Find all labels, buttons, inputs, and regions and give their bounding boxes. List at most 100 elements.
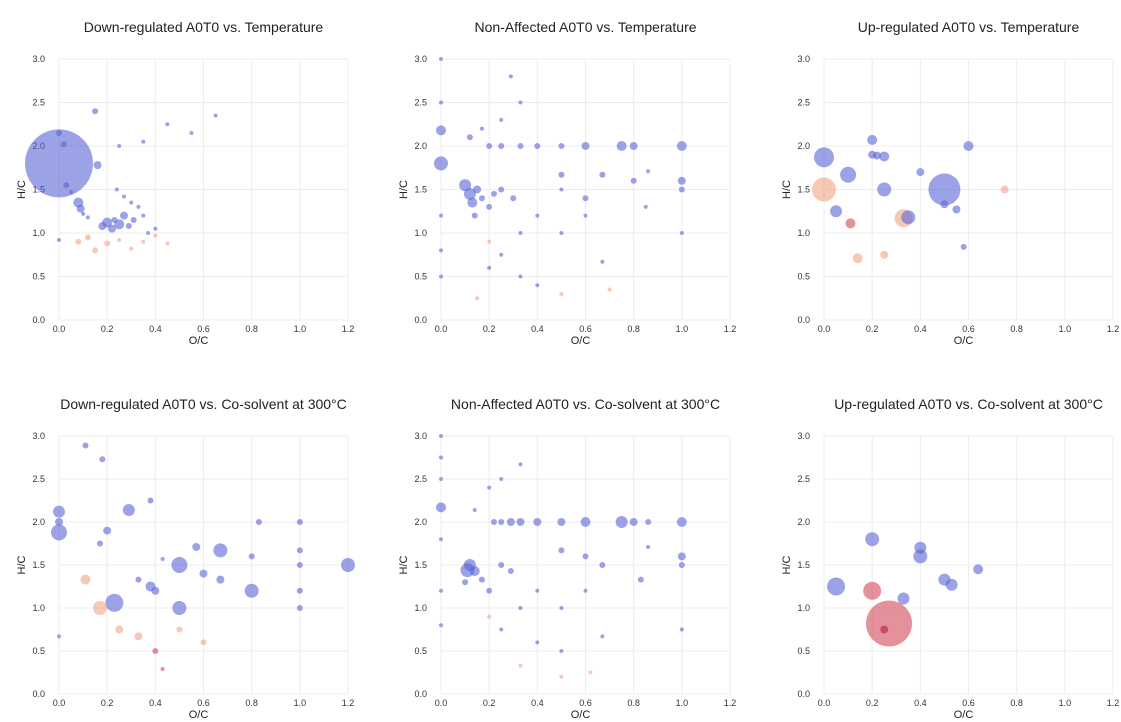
data-point bbox=[600, 259, 605, 264]
data-point bbox=[510, 195, 517, 202]
data-point bbox=[877, 182, 892, 197]
data-point bbox=[80, 574, 91, 585]
data-point bbox=[533, 518, 542, 526]
data-point bbox=[129, 200, 134, 205]
data-point bbox=[466, 134, 473, 141]
data-point bbox=[559, 674, 564, 679]
data-point bbox=[535, 213, 540, 218]
data-point bbox=[487, 614, 492, 619]
data-point bbox=[952, 205, 961, 214]
y-axis-label: H/C bbox=[398, 555, 410, 574]
data-point bbox=[69, 190, 74, 195]
x-tick-label: 1.0 bbox=[1059, 698, 1072, 708]
data-point bbox=[535, 283, 540, 288]
x-tick-label: 0.6 bbox=[962, 324, 975, 334]
y-tick-label: 0.0 bbox=[32, 689, 45, 699]
scatter-panel-1: Down-regulated A0T0 vs. Temperature 0.0 0.… bbox=[16, 19, 354, 347]
data-point bbox=[82, 442, 89, 449]
y-tick-label: 1.0 bbox=[32, 603, 45, 613]
data-point bbox=[629, 518, 638, 526]
x-tick-label: 0.8 bbox=[245, 698, 258, 708]
data-point bbox=[213, 543, 228, 558]
data-point bbox=[516, 518, 525, 526]
x-tick-label: 0.4 bbox=[914, 324, 927, 334]
y-axis-label: H/C bbox=[398, 180, 410, 199]
data-point bbox=[160, 667, 165, 672]
data-point bbox=[63, 182, 70, 189]
data-point bbox=[439, 248, 443, 253]
y-tick-label: 1.0 bbox=[797, 603, 810, 613]
y-tick-label: 3.0 bbox=[32, 431, 45, 441]
x-tick-label: 0.4 bbox=[531, 324, 544, 334]
data-point bbox=[490, 190, 497, 197]
y-tick-label: 1.0 bbox=[414, 228, 427, 238]
x-tick-label: 1.2 bbox=[342, 698, 355, 708]
data-point bbox=[827, 577, 846, 596]
data-point bbox=[57, 634, 61, 639]
data-point bbox=[434, 156, 448, 171]
x-tick-label: 0.2 bbox=[483, 324, 496, 334]
y-tick-label: 0.5 bbox=[32, 272, 45, 282]
y-tick-label: 3.0 bbox=[414, 54, 427, 64]
data-point bbox=[439, 477, 443, 481]
data-point bbox=[518, 274, 523, 279]
data-point bbox=[580, 517, 591, 527]
data-point bbox=[867, 134, 878, 145]
data-point bbox=[255, 519, 262, 525]
x-tick-label: 1.2 bbox=[1107, 324, 1120, 334]
data-point bbox=[559, 187, 564, 192]
y-tick-label: 0.0 bbox=[414, 689, 427, 699]
data-point bbox=[81, 211, 86, 216]
y-tick-label: 0.0 bbox=[32, 315, 45, 325]
x-tick-label: 0.6 bbox=[197, 698, 210, 708]
data-point bbox=[134, 632, 143, 641]
data-point bbox=[479, 126, 484, 131]
data-point bbox=[676, 517, 687, 527]
data-point bbox=[478, 195, 485, 202]
data-point bbox=[176, 626, 183, 633]
data-point bbox=[879, 151, 890, 162]
y-tick-label: 2.5 bbox=[32, 98, 45, 108]
x-tick-label: 1.0 bbox=[294, 698, 307, 708]
x-tick-label: 0.4 bbox=[531, 698, 544, 708]
x-tick-label: 0.8 bbox=[1010, 324, 1023, 334]
data-point bbox=[475, 296, 480, 301]
scatter-panel-2: Non-Affected A0T0 vs. Temperature 0.0 0.2 0… bbox=[398, 19, 736, 347]
x-tick-label: 0.0 bbox=[53, 324, 66, 334]
data-point bbox=[945, 578, 958, 591]
data-point bbox=[53, 505, 65, 518]
data-point bbox=[165, 122, 170, 127]
data-point bbox=[499, 252, 504, 257]
data-point bbox=[814, 147, 834, 168]
data-point bbox=[486, 203, 493, 210]
y-tick-label: 1.0 bbox=[32, 228, 45, 238]
data-point bbox=[75, 238, 82, 245]
y-tick-label: 2.5 bbox=[797, 98, 810, 108]
chart-title: Down-regulated A0T0 vs. Temperature bbox=[84, 19, 324, 35]
data-point bbox=[677, 176, 686, 185]
data-point bbox=[192, 542, 201, 551]
data-point bbox=[98, 222, 107, 231]
x-tick-label: 1.2 bbox=[1107, 698, 1120, 708]
x-axis-label: O/C bbox=[954, 709, 974, 721]
data-point bbox=[582, 553, 589, 560]
data-point bbox=[439, 57, 443, 61]
data-point bbox=[117, 144, 122, 148]
data-point bbox=[341, 558, 355, 572]
data-point bbox=[120, 211, 129, 220]
data-point bbox=[830, 205, 843, 218]
data-point bbox=[583, 588, 588, 593]
data-point bbox=[599, 171, 606, 178]
data-point bbox=[518, 663, 523, 668]
y-tick-label: 2.5 bbox=[32, 474, 45, 484]
data-point bbox=[498, 143, 505, 149]
y-tick-label: 0.0 bbox=[414, 315, 427, 325]
data-point bbox=[518, 606, 523, 610]
data-point bbox=[462, 579, 469, 586]
y-axis-label: H/C bbox=[781, 555, 793, 574]
data-point bbox=[583, 213, 588, 218]
x-tick-label: 1.0 bbox=[1059, 324, 1072, 334]
x-tick-label: 0.4 bbox=[149, 324, 162, 334]
data-point bbox=[676, 141, 687, 151]
y-tick-label: 1.5 bbox=[32, 560, 45, 570]
